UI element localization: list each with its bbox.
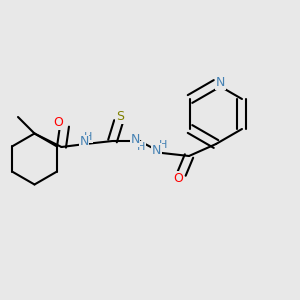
Text: H: H: [137, 142, 145, 152]
Text: N: N: [79, 135, 89, 148]
Text: N: N: [152, 143, 161, 157]
Text: S: S: [116, 110, 124, 124]
Text: N: N: [216, 76, 225, 89]
Text: N: N: [130, 133, 140, 146]
Text: H: H: [159, 140, 168, 151]
Text: O: O: [174, 172, 183, 185]
Text: O: O: [54, 116, 63, 130]
Text: H: H: [84, 132, 93, 142]
